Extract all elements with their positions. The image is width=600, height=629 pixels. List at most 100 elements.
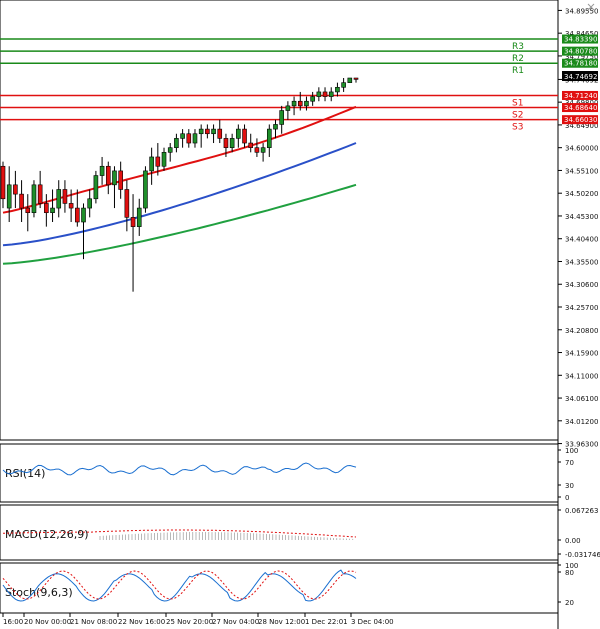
candle-body: [279, 110, 284, 125]
candle-body: [124, 189, 130, 218]
price-tick-label: 34.84650: [565, 30, 598, 38]
candle-body: [211, 128, 216, 135]
rsi-panel: [0, 443, 559, 503]
candle-body: [112, 170, 117, 186]
moving-average-line: [2, 105, 357, 214]
level-name-s2: S2: [512, 111, 523, 121]
macd-axis-ticks: 0.067263 0.00 -0.031746: [558, 507, 600, 559]
candle-body: [13, 184, 18, 195]
indicator-tick-label: 80: [565, 569, 574, 577]
moving-averages: [2, 105, 357, 265]
candle-body: [31, 184, 37, 214]
price-tick-label: 34.64900: [565, 122, 598, 130]
price-tick-label: 34.60000: [565, 145, 598, 153]
candle-body: [81, 207, 86, 223]
price-tick-label: 34.35500: [565, 258, 598, 266]
indicator-tick-label: 100: [565, 562, 578, 570]
time-tick-label: 21 Nov 08:00: [70, 618, 117, 626]
level-value-s1: 34.71240: [564, 92, 597, 100]
candle-body: [242, 128, 247, 144]
candle-body: [174, 138, 179, 148]
candle-body: [316, 91, 322, 97]
price-tick-label: 34.30600: [565, 281, 598, 289]
level-tag-r1: [562, 58, 598, 68]
level-value-r2: 34.80780: [564, 48, 597, 56]
candle-body: [310, 96, 315, 102]
stoch-k-line: [2, 569, 357, 602]
moving-average-line: [2, 183, 357, 265]
candle-body: [347, 77, 353, 83]
time-tick-label: 16:00: [3, 618, 23, 626]
candle-body: [205, 128, 210, 135]
time-tick-label: 3 Dec 04:00: [351, 618, 394, 626]
candle-body: [155, 156, 161, 167]
candle-body: [266, 128, 272, 148]
indicator-tick-label: -0.031746: [565, 551, 600, 559]
level-name-r2: R2: [512, 54, 524, 64]
candle-body: [105, 165, 111, 186]
level-value-s2: 34.68640: [564, 104, 597, 112]
indicator-tick-label: 30: [565, 482, 574, 490]
candles: [0, 77, 359, 292]
time-tick-label: 27 Nov 04:00: [212, 618, 259, 626]
price-tick-label: 33.96300: [565, 441, 598, 449]
candle-body: [167, 147, 173, 153]
price-tick-label: 34.55100: [565, 167, 598, 175]
price-tick-label: 34.40400: [565, 236, 598, 244]
level-tag-s3: [562, 115, 598, 125]
candle-body: [161, 152, 167, 167]
candle-body: [136, 207, 142, 227]
candle-body: [19, 193, 24, 209]
macd-label: MACD(12,26,9): [5, 528, 89, 541]
time-tick-label: 22 Nov 16:00: [118, 618, 165, 626]
candle-body: [44, 203, 49, 214]
candle-body: [353, 77, 359, 80]
candle-body: [149, 156, 154, 172]
level-tag-s1: [562, 90, 598, 100]
support-resistance-levels: R3 34.83390 R2 34.80780 R1 34.78180 S1 34.71240…: [0, 34, 598, 133]
candle-body: [248, 142, 254, 148]
price-tick-label: 34.01200: [565, 418, 598, 426]
indicator-tick-label: 100: [565, 447, 578, 455]
candle-body: [75, 207, 80, 223]
candle-body: [291, 100, 297, 107]
level-value-r1: 34.78180: [564, 60, 597, 68]
level-name-s1: S1: [512, 98, 523, 108]
candle-body: [50, 207, 55, 214]
stoch-panel: [0, 562, 559, 614]
candle-body: [87, 198, 93, 209]
candle-body: [297, 100, 303, 107]
stoch-label: Stoch(9,6,3): [5, 586, 73, 599]
candle-body: [322, 91, 328, 97]
price-tick-label: 34.89550: [565, 7, 598, 15]
level-name-r3: R3: [512, 42, 524, 52]
close-icon[interactable]: [587, 3, 595, 11]
candle-body: [260, 147, 266, 153]
price-tick-label: 34.25700: [565, 304, 598, 312]
candle-body: [236, 128, 241, 139]
candle-body: [6, 184, 12, 209]
indicator-tick-label: 0: [565, 494, 569, 502]
level-name-s3: S3: [512, 123, 523, 133]
price-tick-label: 34.50200: [565, 190, 598, 198]
candle-body: [186, 133, 192, 144]
price-tick-label: 34.11000: [565, 372, 598, 380]
candle-body: [341, 82, 346, 88]
candle-body: [285, 105, 291, 111]
candle-body: [99, 165, 105, 176]
current-price-tag: 34.74692: [562, 71, 598, 81]
level-tag-r2: [562, 46, 598, 56]
level-name-r1: R1: [512, 66, 524, 76]
candle-body: [25, 207, 31, 214]
time-tick-label: 20 Nov 00:00: [24, 618, 71, 626]
candle-body: [118, 170, 123, 190]
moving-average-line: [2, 142, 357, 247]
candle-body: [198, 128, 204, 135]
candle-body: [93, 175, 99, 200]
stoch-d-line: [2, 570, 357, 600]
macd-signal-line: [2, 529, 357, 538]
candle-body: [229, 138, 235, 148]
indicator-tick-label: 0.067263: [565, 507, 598, 515]
